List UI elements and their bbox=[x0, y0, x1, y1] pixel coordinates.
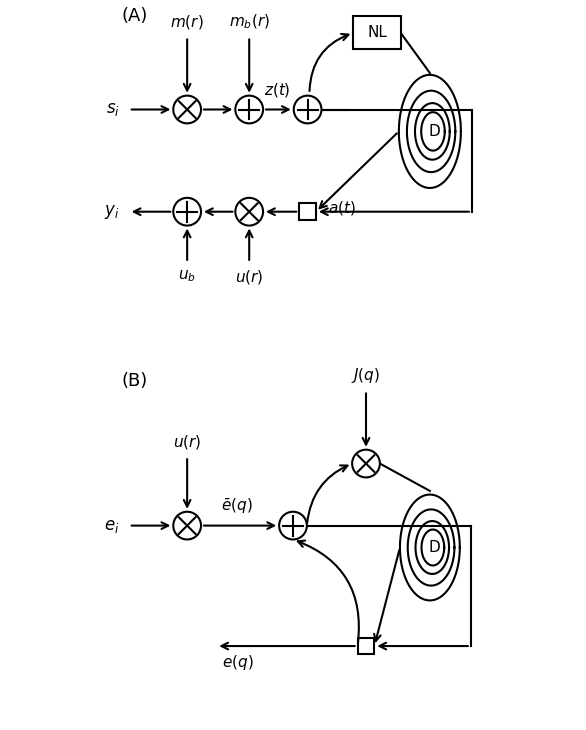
Text: NL: NL bbox=[367, 26, 387, 40]
Text: $e_i$: $e_i$ bbox=[104, 517, 120, 534]
Circle shape bbox=[173, 512, 201, 539]
Text: $u(r)$: $u(r)$ bbox=[173, 433, 202, 450]
Text: (A): (A) bbox=[121, 7, 148, 26]
Bar bbox=[358, 638, 374, 654]
Bar bbox=[353, 16, 401, 50]
Text: $m(r)$: $m(r)$ bbox=[171, 13, 204, 31]
Circle shape bbox=[236, 96, 263, 123]
Text: $e(q)$: $e(q)$ bbox=[223, 653, 254, 672]
Text: (B): (B) bbox=[121, 372, 148, 391]
Text: $y_i$: $y_i$ bbox=[104, 203, 120, 220]
Circle shape bbox=[352, 450, 380, 477]
Text: D: D bbox=[428, 124, 441, 139]
Text: $u_b$: $u_b$ bbox=[178, 268, 196, 284]
Text: $a(t)$: $a(t)$ bbox=[328, 199, 356, 217]
Circle shape bbox=[294, 96, 322, 123]
Text: $s_i$: $s_i$ bbox=[106, 101, 120, 118]
Text: $m_b(r)$: $m_b(r)$ bbox=[229, 12, 270, 31]
Circle shape bbox=[173, 96, 201, 123]
Circle shape bbox=[279, 512, 307, 539]
Text: $\bar{e}(q)$: $\bar{e}(q)$ bbox=[221, 497, 252, 517]
Text: $u(r)$: $u(r)$ bbox=[235, 268, 264, 286]
Text: $J(q)$: $J(q)$ bbox=[352, 366, 380, 385]
Bar bbox=[299, 204, 316, 220]
Text: D: D bbox=[428, 540, 440, 555]
Text: $z(t)$: $z(t)$ bbox=[264, 80, 290, 99]
Circle shape bbox=[173, 198, 201, 226]
Circle shape bbox=[236, 198, 263, 226]
